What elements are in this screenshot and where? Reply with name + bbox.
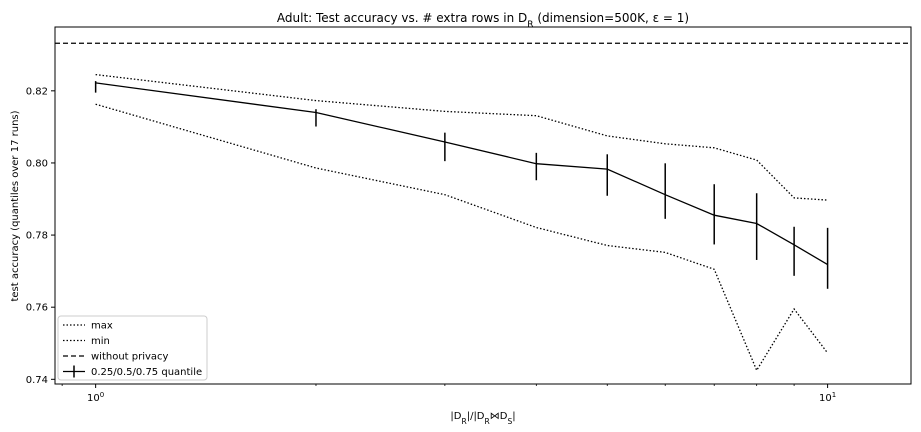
series-line-min [95, 103, 829, 372]
chart-title: Adult: Test accuracy vs. # extra rows in… [277, 11, 689, 30]
x-tick-label: 101 [819, 391, 836, 404]
legend-box [57, 315, 208, 381]
plot-area [55, 42, 911, 372]
y-tick-label: 0.82 [26, 86, 48, 97]
legend-label: without privacy [91, 352, 169, 363]
y-tick-label: 0.78 [26, 231, 48, 242]
series-line-max [95, 73, 828, 201]
x-tick-label: 100 [87, 391, 104, 404]
legend-label: 0.25/0.5/0.75 quantile [91, 367, 202, 378]
y-tick-label: 0.74 [26, 375, 48, 386]
y-tick-label: 0.76 [26, 303, 48, 314]
y-tick-label: 0.80 [26, 158, 48, 169]
x-axis-title: |DR​|/|DR​⋈DS​| [450, 411, 515, 426]
legend-label: min [91, 336, 110, 347]
y-axis-title: test accuracy (quantiles over 17 runs) [10, 110, 21, 301]
legend: max min without privacy 0.25/0.5/0.75 quant… [57, 315, 208, 381]
series-line-0-25-0-5-0-75-quantile [95, 82, 828, 266]
axes: 0.74 0.76 0.78 0.80 0.82 100 101 [26, 86, 836, 404]
legend-label: max [91, 321, 113, 332]
plot-frame [54, 26, 912, 385]
